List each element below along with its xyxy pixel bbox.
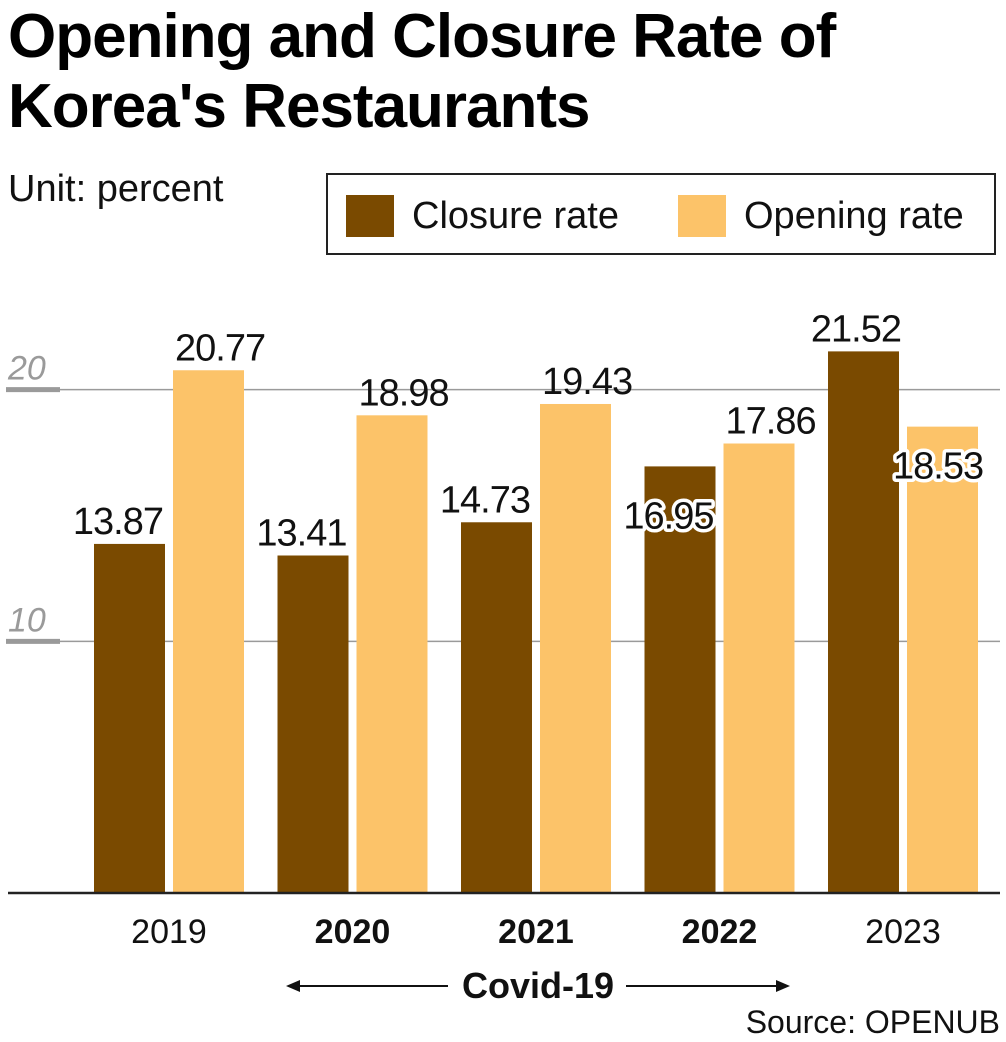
covid-arrow-left-head — [286, 980, 300, 992]
bar-closure-2019 — [94, 543, 165, 893]
y-tick-label-10: 10 — [8, 601, 46, 639]
x-tick-label-2022: 2022 — [682, 913, 758, 951]
x-tick-label-2020: 2020 — [315, 913, 391, 951]
bar-opening-2019 — [173, 370, 244, 893]
x-tick-label-2023: 2023 — [865, 913, 941, 951]
bar-closure-2021 — [461, 522, 532, 893]
bar-opening-2022 — [723, 443, 795, 893]
x-tick-label-2021: 2021 — [498, 913, 574, 951]
x-tick-label-2019: 2019 — [131, 913, 207, 951]
bar-closure-2023 — [828, 351, 899, 893]
y-tick-label-20: 20 — [7, 350, 46, 388]
covid-arrow-right-head — [776, 980, 790, 992]
data-label-opening-2020: 18.98 — [359, 372, 449, 414]
bar-opening-2023 — [907, 426, 978, 893]
bar-closure-2020 — [277, 555, 349, 893]
bar-opening-2020 — [356, 415, 428, 893]
data-label-closure-2021: 14.73 — [440, 479, 530, 521]
legend-item-opening: Opening rate — [678, 195, 964, 237]
legend-item-closure: Closure rate — [346, 195, 619, 237]
bar-opening-2021 — [540, 403, 611, 893]
data-label-closure-2019: 13.87 — [73, 501, 163, 543]
legend-label-closure: Closure rate — [412, 194, 619, 237]
chart-title: Opening and Closure Rate of Korea's Rest… — [8, 2, 836, 142]
bar-chart: 10 20 13.87 20.77 2019 13.41 18.98 2020 14.73 19.… — [6, 308, 1000, 1000]
legend-swatch-opening — [678, 195, 726, 237]
data-label-opening-2023: 18.53 — [893, 446, 983, 488]
covid-annotation-label: Covid-19 — [462, 965, 614, 1000]
unit-label: Unit: percent — [8, 168, 224, 210]
legend-swatch-closure — [346, 195, 394, 237]
title-line-1: Opening and Closure Rate of — [8, 2, 836, 71]
data-label-closure-2020: 13.41 — [256, 512, 346, 554]
data-label-opening-2019: 20.77 — [175, 327, 265, 369]
bar-closure-2022 — [644, 466, 716, 893]
data-label-opening-2021: 19.43 — [542, 361, 632, 403]
legend: Closure rate Opening rate — [326, 173, 996, 255]
data-label-closure-2022: 16.95 — [623, 495, 713, 537]
source-label: Source: OPENUB — [745, 1004, 1000, 1040]
title-line-2: Korea's Restaurants — [8, 72, 591, 141]
legend-label-opening: Opening rate — [744, 194, 964, 237]
data-label-opening-2022: 17.86 — [726, 400, 816, 442]
data-label-closure-2023: 21.52 — [811, 308, 901, 350]
